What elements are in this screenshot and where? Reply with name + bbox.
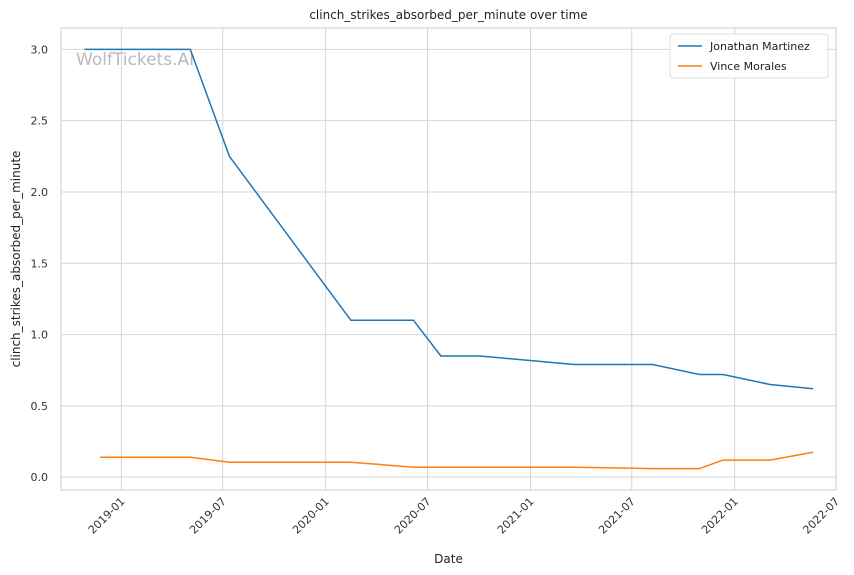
legend-label: Jonathan Martinez xyxy=(709,40,810,53)
y-axis: 0.0 0.5 1.0 1.5 2.0 2.5 3.0 xyxy=(31,43,49,484)
series-line xyxy=(84,48,814,390)
plot-area xyxy=(60,27,837,491)
watermark: WolfTickets.AI xyxy=(76,50,194,70)
y-tick-label: 1.0 xyxy=(31,329,49,342)
legend-box xyxy=(669,33,829,79)
y-tick-label: 2.0 xyxy=(31,186,49,199)
x-axis-title: Date xyxy=(434,552,463,566)
grid xyxy=(61,28,837,490)
legend: Jonathan Martinez Vince Morales xyxy=(669,33,829,79)
y-tick-label: 1.5 xyxy=(31,257,49,270)
y-tick-label: 3.0 xyxy=(31,43,49,56)
y-axis-title: clinch_strikes_absorbed_per_minute xyxy=(9,151,23,368)
chart-title: clinch_strikes_absorbed_per_minute over … xyxy=(309,8,587,22)
legend-label: Vince Morales xyxy=(710,60,787,73)
series-lines xyxy=(84,48,814,470)
y-tick-label: 0.0 xyxy=(31,471,49,484)
series-line xyxy=(100,451,814,470)
y-tick-label: 0.5 xyxy=(31,400,49,413)
y-tick-label: 2.5 xyxy=(31,115,49,128)
